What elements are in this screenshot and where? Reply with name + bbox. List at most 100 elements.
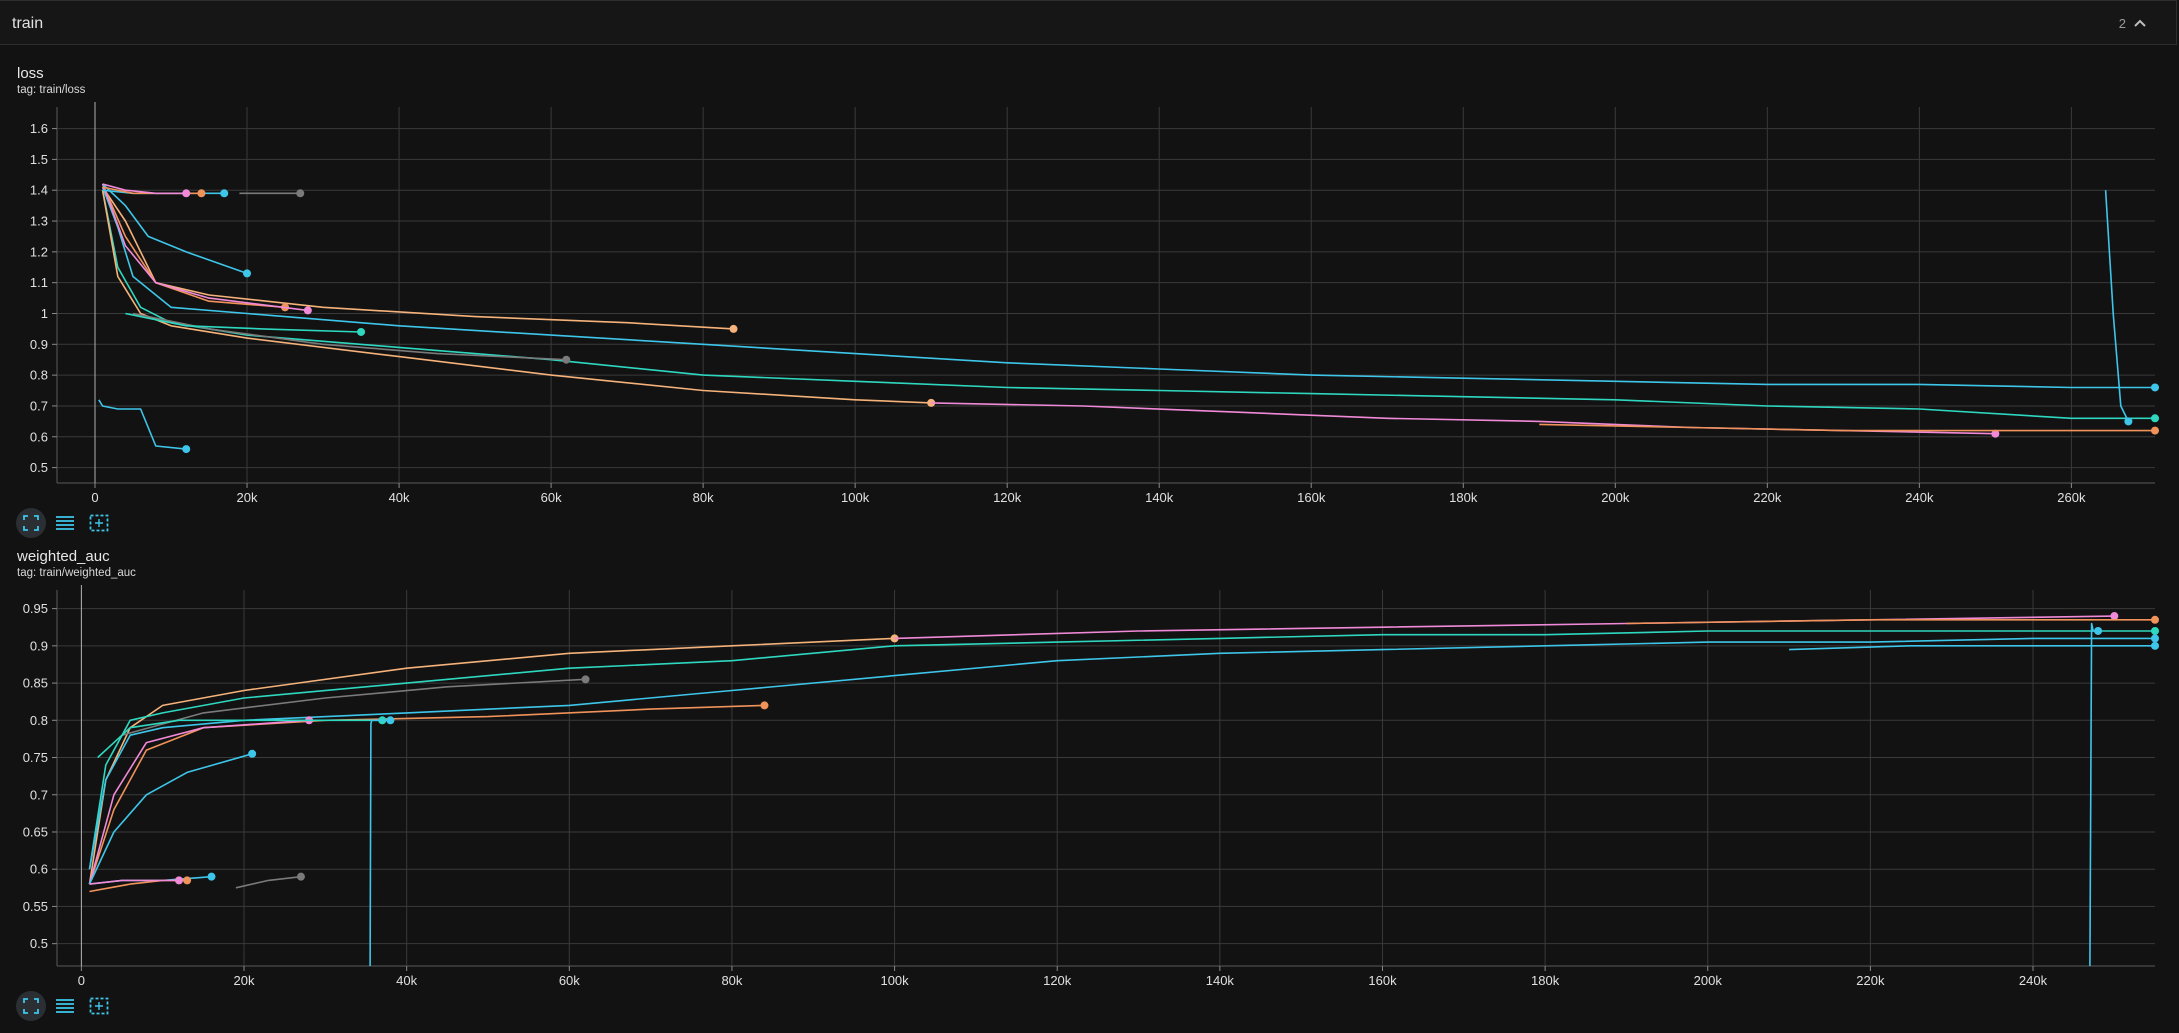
series-line — [88, 637, 895, 885]
y-tick-label: 0.9 — [30, 638, 48, 653]
series-endpoint — [296, 872, 305, 881]
series-line — [101, 186, 734, 330]
card-title-weighted-auc: weighted_auc — [17, 548, 110, 565]
y-tick-label: 0.6 — [30, 429, 48, 444]
fullscreen-icon[interactable] — [16, 991, 46, 1021]
lines-icon[interactable] — [50, 991, 80, 1021]
x-tick-label: 100k — [880, 973, 909, 988]
x-tick-label: 140k — [1145, 490, 1174, 505]
series-line — [1789, 645, 2155, 651]
y-tick-label: 1.6 — [30, 121, 48, 136]
fit-domain-icon[interactable] — [84, 508, 114, 538]
series-line — [101, 186, 2155, 389]
x-tick-label: 180k — [1449, 490, 1478, 505]
y-tick-label: 0.95 — [23, 601, 48, 616]
axes: 0.5 0.55 0.6 0.65 0.7 0.75 0.8 0.85 0.9 0.95 0 20k 4… — [23, 585, 2155, 988]
x-tick-label: 200k — [1601, 490, 1630, 505]
x-tick-label: 60k — [541, 490, 562, 505]
fullscreen-icon[interactable] — [16, 508, 46, 538]
y-tick-label: 0.7 — [30, 787, 48, 802]
y-tick-label: 1.3 — [30, 214, 48, 229]
series-endpoint — [296, 189, 305, 198]
series-endpoint — [1991, 429, 2000, 438]
series-endpoint — [2151, 615, 2159, 624]
x-tick-label: 260k — [2057, 490, 2086, 505]
series-line — [2104, 190, 2130, 422]
x-tick-label: 0 — [78, 973, 85, 988]
series-line — [88, 637, 2155, 870]
y-tick-label: 0.75 — [23, 750, 48, 765]
series-endpoint — [357, 327, 366, 336]
x-tick-label: 160k — [1297, 490, 1326, 505]
card-title-loss: loss — [17, 65, 44, 82]
series-line — [88, 753, 253, 885]
x-tick-label: 40k — [389, 490, 410, 505]
chevron-up-icon[interactable] — [2130, 13, 2150, 33]
x-tick-label: 100k — [841, 490, 870, 505]
lines-icon[interactable] — [50, 508, 80, 538]
series-endpoint — [927, 398, 936, 407]
series-endpoint — [2151, 426, 2159, 435]
card-tag-loss: tag: train/loss — [17, 84, 86, 96]
series-line — [1539, 423, 2155, 432]
card-tag-weighted-auc: tag: train/weighted_auc — [17, 567, 136, 579]
series-line — [88, 719, 310, 885]
fit-domain-icon[interactable] — [84, 991, 114, 1021]
series-endpoint — [243, 269, 252, 278]
x-tick-label: 140k — [1206, 973, 1235, 988]
y-tick-label: 0.85 — [23, 676, 48, 691]
series-group — [98, 183, 2159, 454]
weighted-auc-chart[interactable]: 0.5 0.55 0.6 0.65 0.7 0.75 0.8 0.85 0.9 0.95 0 20k 4… — [0, 583, 2179, 991]
y-tick-label: 0.55 — [23, 899, 48, 914]
series-endpoint — [174, 876, 183, 885]
weighted-auc-chart-toolbar — [16, 990, 114, 1022]
y-tick-label: 0.7 — [30, 398, 48, 413]
series-endpoint — [2151, 414, 2159, 423]
series-line — [1626, 619, 2155, 625]
series-line — [132, 312, 567, 361]
series-endpoint — [386, 716, 395, 725]
series-line — [101, 183, 308, 312]
y-tick-label: 1.2 — [30, 244, 48, 259]
series-endpoint — [581, 675, 590, 684]
x-tick-label: 0 — [91, 490, 98, 505]
series-line — [125, 312, 362, 333]
series-endpoint — [2151, 634, 2159, 643]
loss-chart[interactable]: 0.5 0.6 0.7 0.8 0.9 1 1.1 1.2 1.3 1.4 1.5 1.6 0 20k 40… — [0, 100, 2179, 508]
series-endpoint — [2124, 417, 2133, 426]
y-tick-label: 0.9 — [30, 337, 48, 352]
y-tick-label: 0.65 — [23, 824, 48, 839]
x-tick-label: 200k — [1694, 973, 1723, 988]
series-endpoint — [197, 189, 206, 198]
y-tick-label: 1.5 — [30, 152, 48, 167]
series-endpoint — [220, 189, 229, 198]
series-endpoint — [2151, 626, 2159, 635]
series-endpoint — [182, 445, 191, 454]
series-line — [98, 399, 187, 450]
x-tick-label: 120k — [993, 490, 1022, 505]
series-endpoint — [207, 872, 216, 881]
series-line — [88, 630, 2155, 870]
x-tick-label: 180k — [1531, 973, 1560, 988]
y-tick-label: 1.1 — [30, 275, 48, 290]
loss-chart-toolbar — [16, 507, 114, 539]
series-endpoint — [2094, 626, 2103, 635]
series-endpoint — [2110, 612, 2119, 621]
series-endpoint — [182, 189, 191, 198]
x-tick-label: 220k — [1856, 973, 1885, 988]
x-tick-label: 240k — [1905, 490, 1934, 505]
x-tick-label: 60k — [559, 973, 580, 988]
series-endpoint — [2151, 641, 2159, 650]
y-tick-label: 0.8 — [30, 713, 48, 728]
y-tick-label: 0.8 — [30, 368, 48, 383]
series-endpoint — [890, 634, 899, 643]
x-tick-label: 20k — [237, 490, 258, 505]
series-endpoint — [760, 701, 769, 710]
y-tick-label: 0.5 — [30, 460, 48, 475]
series-endpoint — [2151, 383, 2159, 392]
x-tick-label: 80k — [721, 973, 742, 988]
x-tick-label: 20k — [234, 973, 255, 988]
series-line — [102, 183, 187, 195]
series-line — [89, 879, 179, 885]
series-endpoint — [562, 355, 571, 364]
